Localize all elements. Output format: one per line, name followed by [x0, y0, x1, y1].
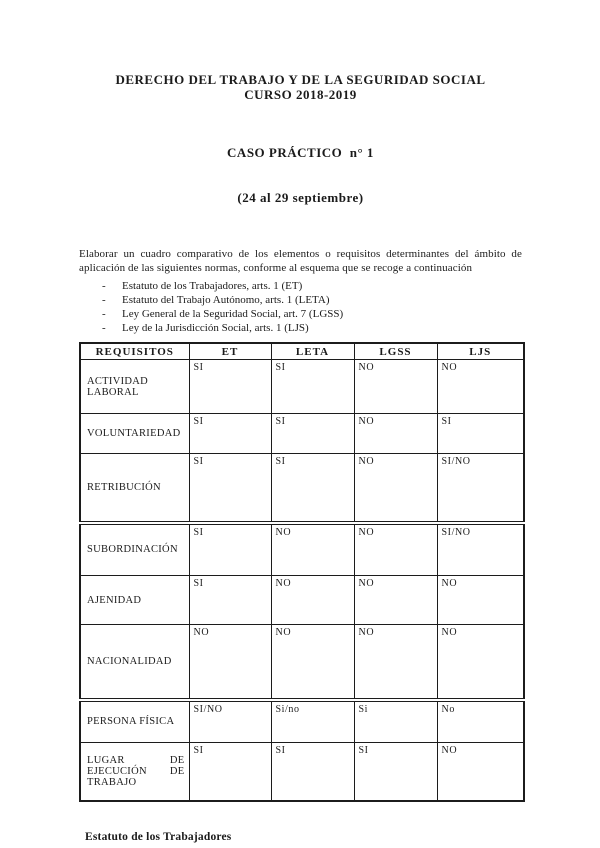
row-label: RETRIBUCIÓN: [79, 453, 190, 523]
cell-value: SI: [270, 453, 355, 523]
cell-value: NO: [270, 624, 355, 700]
cell-value: NO: [270, 520, 355, 576]
row-label: ACTIVIDAD LABORAL: [79, 359, 190, 414]
column-header-et: ET: [188, 342, 272, 360]
cell-value: SI: [188, 453, 272, 523]
cell-value: SI: [188, 520, 272, 576]
table-row: ACTIVIDAD LABORAL SI SI NO NO: [79, 359, 525, 414]
case-dates: (24 al 29 septiembre): [237, 190, 364, 205]
cell-value: NO: [270, 575, 355, 625]
dash-bullet: -: [102, 308, 106, 320]
table-row: AJENIDAD SI NO NO NO: [79, 575, 525, 625]
cell-value: NO: [353, 520, 438, 576]
row-label: VOLUNTARIEDAD: [79, 413, 190, 454]
row-label: NACIONALIDAD: [79, 624, 190, 700]
cell-value: NO: [353, 413, 438, 454]
list-item: - Estatuto de los Trabajadores, arts. 1 …: [79, 279, 522, 293]
cell-value: NO: [436, 742, 525, 801]
row-label: LUGAR DE EJECUCIÓN DE TRABAJO: [79, 742, 190, 801]
law-list: - Estatuto de los Trabajadores, arts. 1 …: [79, 279, 522, 335]
law-item-text: Estatuto de los Trabajadores, arts. 1 (E…: [122, 280, 303, 292]
cell-value: SI: [353, 742, 438, 801]
requisitos-comparison-table: REQUISITOS ET LETA LGSS LJS ACTIVIDAD LA…: [79, 342, 525, 802]
intro-paragraph: Elaborar un cuadro comparativo de los el…: [79, 248, 522, 274]
cell-value: Si: [353, 697, 438, 743]
footer-heading: Estatuto de los Trabajadores: [85, 830, 232, 843]
document-title-block: DERECHO DEL TRABAJO Y DE LA SEGURIDAD SO…: [79, 72, 522, 102]
law-item-text: Ley de la Jurisdicción Social, arts. 1 (…: [122, 322, 309, 334]
case-title: CASO PRÁCTICO n° 1: [227, 145, 374, 160]
column-header-leta: LETA: [270, 342, 355, 360]
cell-value: SI: [436, 413, 525, 454]
cell-value: SI: [270, 742, 355, 801]
cell-value: SI: [188, 413, 272, 454]
cell-value: SI: [188, 742, 272, 801]
cell-value: SI: [270, 413, 355, 454]
law-item-text: Estatuto del Trabajo Autónomo, arts. 1 (…: [122, 294, 330, 306]
cell-value: NO: [353, 575, 438, 625]
cell-value: NO: [436, 359, 525, 414]
table-row: LUGAR DE EJECUCIÓN DE TRABAJO SI SI SI N…: [79, 742, 525, 801]
course-year: CURSO 2018-2019: [244, 87, 357, 102]
table-row: VOLUNTARIEDAD SI SI NO SI: [79, 413, 525, 454]
case-title-block: CASO PRÁCTICO n° 1 (24 al 29 septiembre): [79, 115, 522, 235]
cell-value: NO: [188, 624, 272, 700]
cell-value: Si/no: [270, 697, 355, 743]
cell-value: SI: [270, 359, 355, 414]
course-title: DERECHO DEL TRABAJO Y DE LA SEGURIDAD SO…: [115, 72, 486, 87]
table-header-row: REQUISITOS ET LETA LGSS LJS: [79, 342, 525, 360]
cell-value: SI: [188, 359, 272, 414]
table-row: RETRIBUCIÓN SI SI NO SI/NO: [79, 453, 525, 523]
row-label: PERSONA FÍSICA: [79, 697, 190, 743]
dash-bullet: -: [102, 280, 106, 292]
cell-value: NO: [436, 575, 525, 625]
dash-bullet: -: [102, 322, 106, 334]
law-item-text: Ley General de la Seguridad Social, art.…: [122, 308, 344, 320]
row-label: SUBORDINACIÓN: [79, 520, 190, 576]
cell-value: SI/NO: [188, 697, 272, 743]
table-row: NACIONALIDAD NO NO NO NO: [79, 624, 525, 700]
cell-value: NO: [353, 453, 438, 523]
column-header-ljs: LJS: [436, 342, 525, 360]
cell-value: No: [436, 697, 525, 743]
cell-value: SI: [188, 575, 272, 625]
column-header-lgss: LGSS: [353, 342, 438, 360]
cell-value: SI/NO: [436, 453, 525, 523]
list-item: - Estatuto del Trabajo Autónomo, arts. 1…: [79, 293, 522, 307]
cell-value: SI/NO: [436, 520, 525, 576]
table-row: SUBORDINACIÓN SI NO NO SI/NO: [79, 520, 525, 576]
cell-value: NO: [353, 624, 438, 700]
column-header-requisitos: REQUISITOS: [79, 342, 190, 360]
dash-bullet: -: [102, 294, 106, 306]
list-item: - Ley General de la Seguridad Social, ar…: [79, 307, 522, 321]
cell-value: NO: [436, 624, 525, 700]
cell-value: NO: [353, 359, 438, 414]
table-row: PERSONA FÍSICA SI/NO Si/no Si No: [79, 697, 525, 743]
list-item: - Ley de la Jurisdicción Social, arts. 1…: [79, 321, 522, 335]
row-label: AJENIDAD: [79, 575, 190, 625]
